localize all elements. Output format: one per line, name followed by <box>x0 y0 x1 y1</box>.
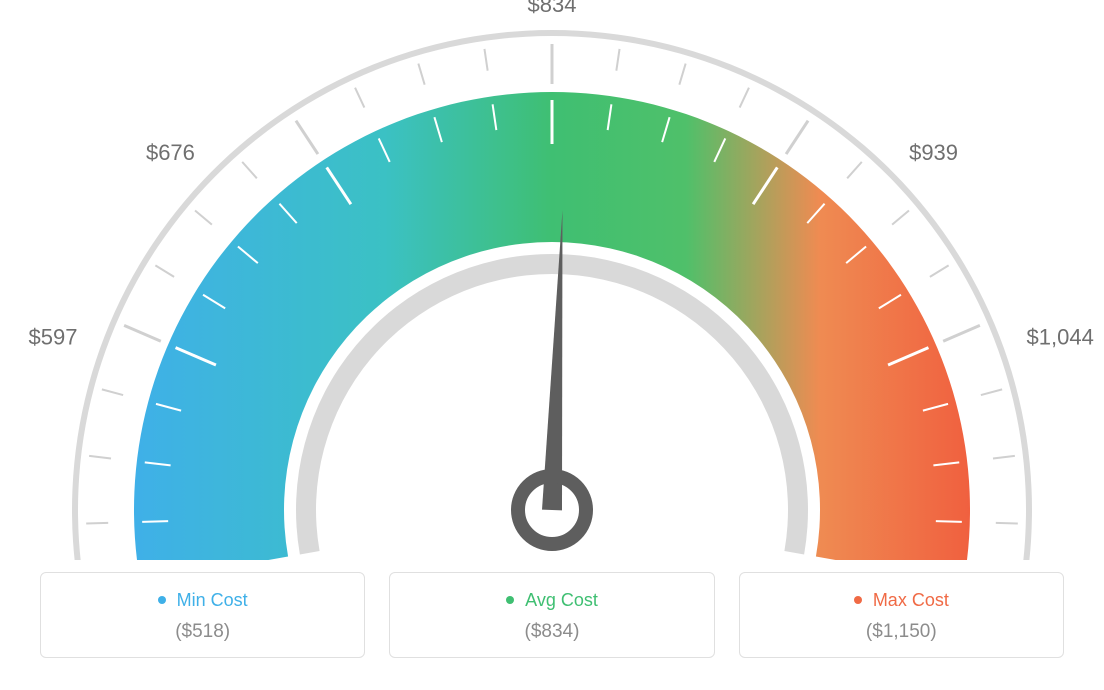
svg-text:$597: $597 <box>29 324 78 349</box>
legend-value-avg: ($834) <box>398 621 705 643</box>
legend-card-avg: Avg Cost ($834) <box>389 572 714 658</box>
svg-text:$676: $676 <box>146 140 195 165</box>
legend-row: Min Cost ($518) Avg Cost ($834) Max Cost… <box>40 572 1064 658</box>
svg-text:$834: $834 <box>528 0 577 17</box>
svg-text:$939: $939 <box>909 140 958 165</box>
legend-value-min: ($518) <box>49 621 356 643</box>
legend-value-max: ($1,150) <box>748 621 1055 643</box>
legend-label-min: Min Cost <box>177 590 248 610</box>
svg-text:$1,044: $1,044 <box>1027 324 1094 349</box>
legend-label-avg: Avg Cost <box>525 590 598 610</box>
gauge-chart-container: $518$597$676$834$939$1,044$1,150 Min Cos… <box>0 0 1104 690</box>
legend-card-max: Max Cost ($1,150) <box>739 572 1064 658</box>
legend-card-min: Min Cost ($518) <box>40 572 365 658</box>
legend-label-max: Max Cost <box>873 590 949 610</box>
legend-dot-max <box>854 596 862 604</box>
legend-dot-min <box>158 596 166 604</box>
gauge-area: $518$597$676$834$939$1,044$1,150 <box>0 0 1104 560</box>
gauge-svg: $518$597$676$834$939$1,044$1,150 <box>0 0 1104 560</box>
legend-dot-avg <box>506 596 514 604</box>
